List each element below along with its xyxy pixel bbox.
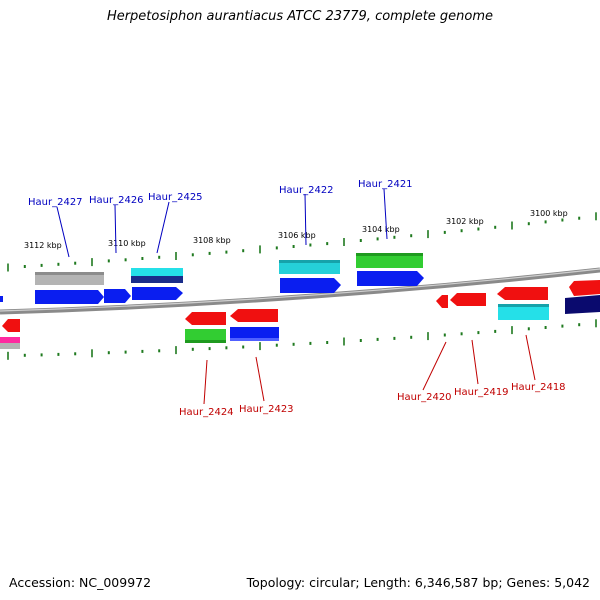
kbp-labels: 3112 kbp 3110 kbp 3108 kbp 3106 kbp 3104… (24, 209, 568, 250)
kbp-label: 3100 kbp (530, 209, 568, 218)
gene-arrow-blue[interactable] (104, 289, 131, 303)
kbp-label: 3104 kbp (362, 225, 400, 234)
forward-genes[interactable] (35, 253, 600, 314)
gene-label: Haur_2419 (454, 387, 509, 398)
gene-feature-cyan[interactable] (279, 260, 340, 274)
kbp-label: 3110 kbp (108, 239, 146, 248)
forward-label-lines (56, 188, 388, 258)
gene-arrow-navy[interactable] (565, 295, 600, 314)
gene-arrow-blue[interactable] (132, 287, 183, 300)
genome-backbone (0, 267, 600, 315)
gene-label: Haur_2424 (179, 407, 234, 418)
gene-feature-blue-partial[interactable] (0, 296, 3, 302)
gene-feature-magenta-partial[interactable] (0, 337, 20, 343)
gene-arrow-red-partial[interactable] (2, 319, 20, 332)
upper-tick-row (7, 212, 597, 272)
kbp-label: 3108 kbp (193, 236, 231, 245)
kbp-label: 3112 kbp (24, 241, 62, 250)
gene-label: Haur_2426 (89, 195, 144, 206)
gene-arrow-red[interactable] (185, 312, 226, 325)
gene-label: Haur_2422 (279, 185, 334, 196)
forward-gene-labels: Haur_2427 Haur_2426 Haur_2425 Haur_2422 … (28, 179, 413, 208)
gene-arrow-blue[interactable] (280, 278, 341, 293)
reverse-gene-labels: Haur_2424 Haur_2423 Haur_2420 Haur_2419 … (179, 382, 566, 418)
gene-label: Haur_2420 (397, 392, 452, 403)
map-title: Herpetosiphon aurantiacus ATCC 23779, co… (106, 9, 494, 24)
reverse-genes[interactable] (0, 287, 549, 349)
gene-arrow-red[interactable] (436, 295, 448, 308)
gene-feature-gray[interactable] (35, 272, 104, 285)
gene-feature-cyan[interactable] (498, 304, 549, 320)
gene-feature-blue[interactable] (230, 327, 279, 341)
gene-arrow-red[interactable] (450, 293, 486, 306)
lower-tick-row (7, 319, 597, 360)
gene-feature-green[interactable] (185, 329, 226, 343)
genome-backbone-highlight (0, 268, 600, 312)
gene-arrow-red-partial[interactable] (569, 280, 600, 296)
gene-arrow-red[interactable] (230, 309, 278, 322)
topology-text: Topology: circular; Length: 6,346,587 bp… (246, 575, 590, 590)
gene-label: Haur_2425 (148, 192, 203, 203)
gene-label: Haur_2427 (28, 197, 83, 208)
gene-arrow-red[interactable] (497, 287, 548, 300)
kbp-label: 3106 kbp (278, 231, 316, 240)
kbp-label: 3102 kbp (446, 217, 484, 226)
accession-text: Accession: NC_009972 (9, 575, 152, 590)
gene-label: Haur_2423 (239, 404, 294, 415)
gene-arrow-blue[interactable] (35, 290, 104, 304)
gene-feature-green[interactable] (356, 253, 423, 268)
gene-feature-cyan[interactable] (131, 268, 183, 283)
reverse-label-lines (203, 334, 536, 405)
gene-label: Haur_2418 (511, 382, 566, 393)
gene-feature-gray-partial[interactable] (0, 343, 20, 349)
gene-arrow-blue[interactable] (357, 271, 424, 286)
gene-label: Haur_2421 (358, 179, 413, 190)
